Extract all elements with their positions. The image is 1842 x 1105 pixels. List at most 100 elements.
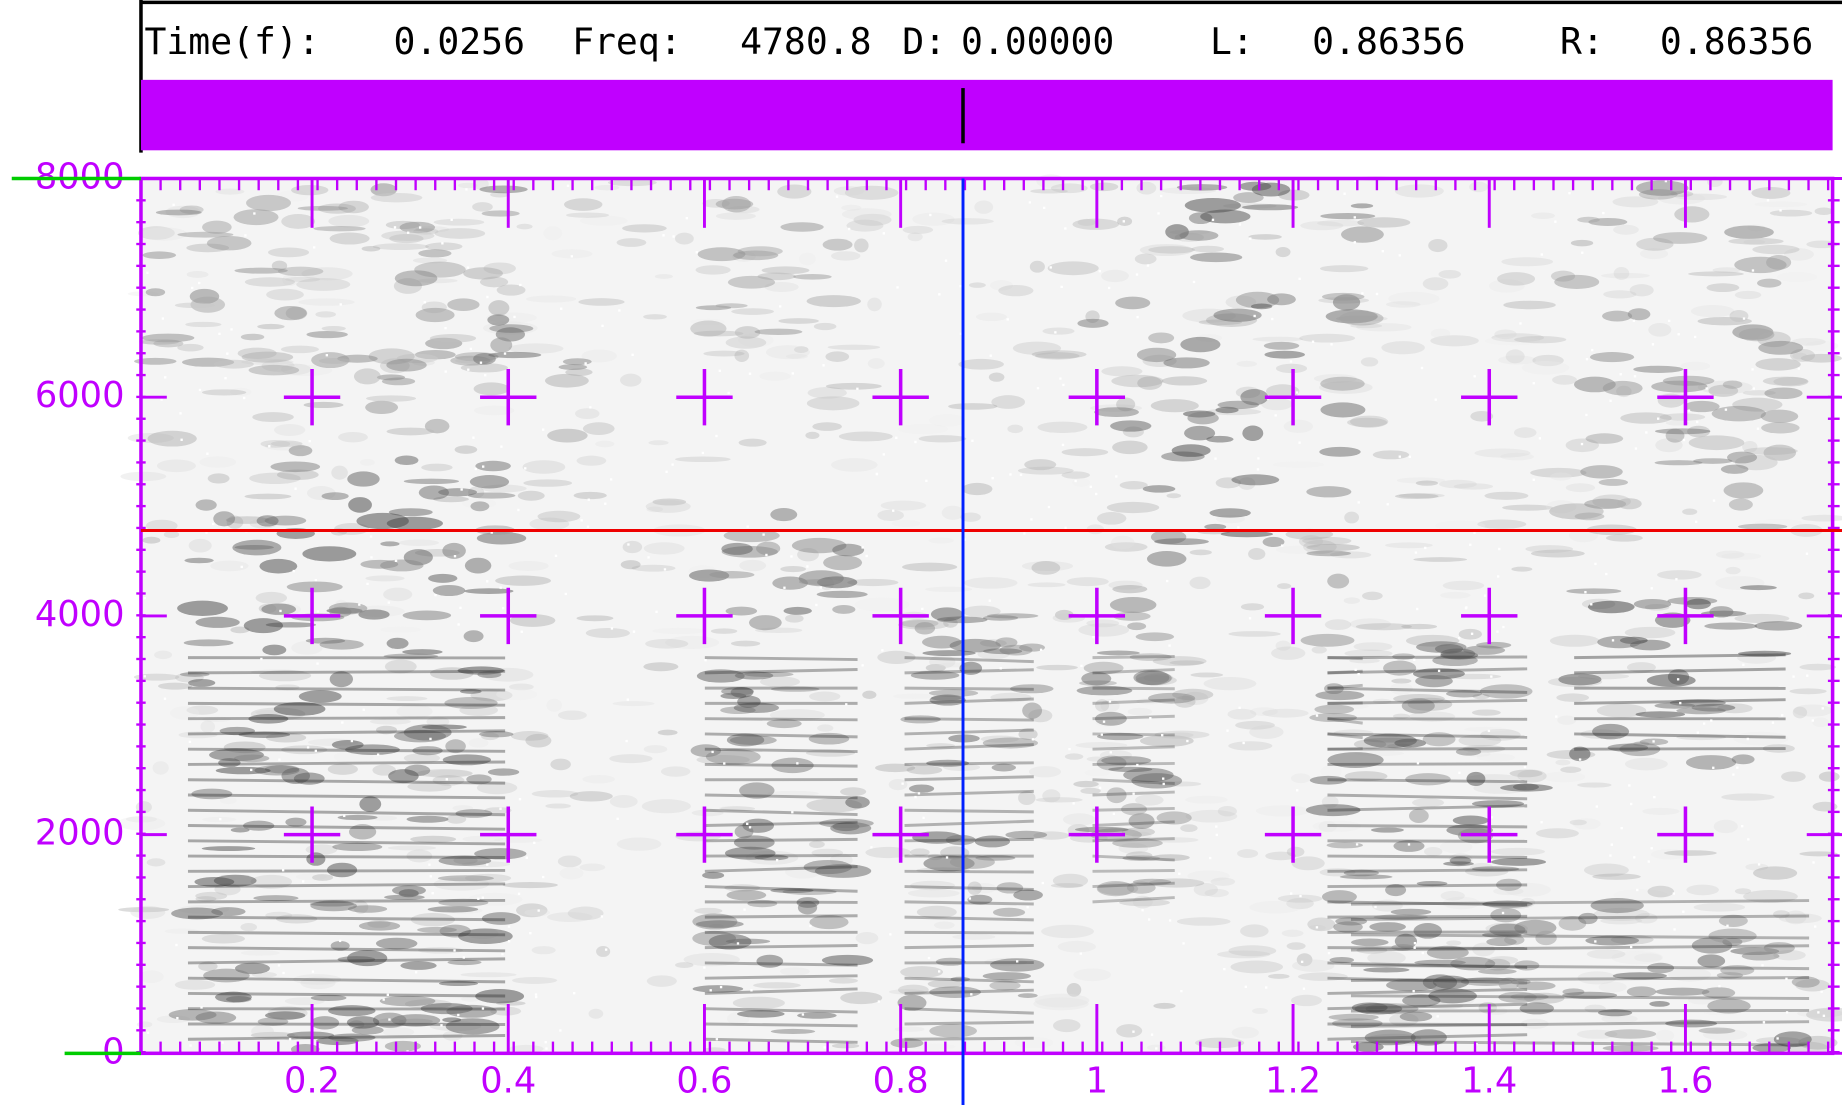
noise xyxy=(1106,501,1160,514)
energy xyxy=(1636,180,1689,196)
noise xyxy=(384,659,417,674)
noise xyxy=(847,578,899,587)
noise xyxy=(1187,870,1230,882)
energy xyxy=(1722,380,1743,389)
speckle xyxy=(762,533,765,536)
energy xyxy=(1602,310,1633,322)
speckle xyxy=(631,353,634,356)
speckle xyxy=(366,582,369,586)
energy xyxy=(1633,598,1672,610)
energy xyxy=(734,824,754,839)
energy xyxy=(1405,773,1451,786)
noise xyxy=(703,350,745,357)
energy xyxy=(213,359,254,369)
harmonic xyxy=(1327,778,1528,784)
energy xyxy=(331,740,364,750)
waveform-bar[interactable] xyxy=(140,79,1833,151)
energy xyxy=(1597,1009,1633,1017)
energy xyxy=(1306,550,1351,557)
harmonic xyxy=(1327,961,1528,969)
harmonic xyxy=(704,987,858,995)
energy xyxy=(1738,650,1792,657)
energy xyxy=(1471,866,1520,872)
energy xyxy=(1321,292,1365,301)
noise xyxy=(1072,478,1091,487)
noise xyxy=(265,911,293,920)
grid-cross xyxy=(872,806,929,863)
energy xyxy=(715,198,754,210)
speckle xyxy=(1676,678,1680,681)
speckle xyxy=(1519,322,1522,325)
energy xyxy=(1701,987,1736,999)
energy xyxy=(1688,435,1745,451)
noise xyxy=(1469,181,1489,193)
energy xyxy=(438,898,489,907)
noise xyxy=(1428,1002,1464,1010)
energy xyxy=(437,875,494,882)
harmonic xyxy=(1092,854,1175,862)
noise xyxy=(831,1043,860,1049)
noise xyxy=(1360,357,1379,367)
noise xyxy=(1620,412,1672,424)
speckle xyxy=(445,778,448,781)
harmonic xyxy=(904,869,1034,874)
speckle xyxy=(1211,218,1215,222)
noise xyxy=(1586,949,1626,959)
energy xyxy=(337,956,376,963)
speckle xyxy=(1677,333,1680,336)
speckle xyxy=(945,856,949,859)
speckle xyxy=(1416,607,1419,611)
noise xyxy=(934,921,955,929)
energy xyxy=(996,882,1024,894)
noise xyxy=(365,575,405,582)
speckle xyxy=(999,667,1002,670)
energy xyxy=(447,298,480,311)
harmonic xyxy=(1350,899,1810,906)
noise xyxy=(991,395,1026,409)
noise xyxy=(645,500,691,513)
noise xyxy=(1713,819,1738,834)
energy xyxy=(1319,446,1361,457)
noise xyxy=(1438,269,1461,279)
energy xyxy=(733,702,780,713)
spectrogram-image[interactable] xyxy=(116,174,1842,1055)
noise xyxy=(490,1006,522,1016)
energy xyxy=(558,364,588,371)
harmonic xyxy=(1574,732,1786,739)
noise xyxy=(1283,419,1314,433)
energy xyxy=(270,461,321,473)
energy xyxy=(922,650,976,657)
noise xyxy=(1488,279,1525,293)
energy xyxy=(415,307,455,323)
energy xyxy=(1654,702,1696,709)
speckle xyxy=(499,807,502,810)
energy xyxy=(1711,405,1766,422)
noise xyxy=(407,781,452,792)
noise xyxy=(1754,201,1808,208)
energy xyxy=(949,855,995,869)
noise xyxy=(416,769,473,778)
noise xyxy=(1033,997,1089,1011)
harmonic xyxy=(904,728,1034,736)
speckle xyxy=(554,554,558,558)
noise xyxy=(550,758,571,771)
noise xyxy=(146,858,166,867)
noise xyxy=(174,979,216,990)
speckle xyxy=(1299,894,1302,898)
speckle xyxy=(507,940,511,943)
speckle xyxy=(1490,816,1494,819)
grid-cross xyxy=(283,369,341,426)
noise xyxy=(240,950,280,956)
noise xyxy=(652,627,706,635)
noise xyxy=(579,863,606,872)
energy xyxy=(1233,192,1264,204)
noise xyxy=(753,982,801,989)
harmonic xyxy=(904,988,1034,995)
noise xyxy=(372,243,429,251)
energy xyxy=(1723,482,1764,499)
noise xyxy=(1525,545,1574,553)
speckle xyxy=(1633,856,1636,859)
noise xyxy=(732,996,785,1010)
harmonic xyxy=(187,976,506,984)
speckle xyxy=(600,915,604,918)
